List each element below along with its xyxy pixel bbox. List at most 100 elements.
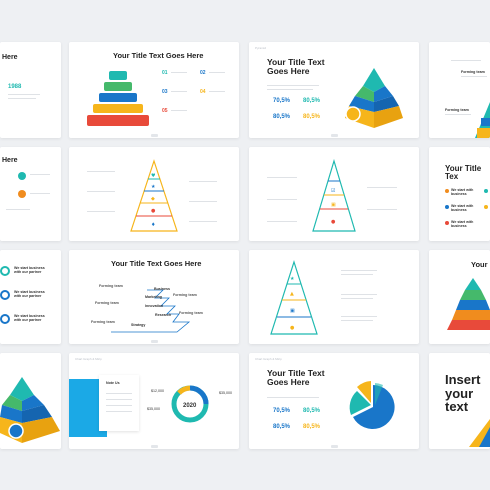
list-item: We start business with our partner [14, 314, 45, 322]
forming-label: Forming team [91, 320, 115, 324]
stat-value: 80,5% [273, 114, 291, 120]
step-number: 04 [200, 89, 206, 95]
level-label: Business [154, 287, 170, 291]
donut-center-label: 2020 [183, 403, 197, 409]
text-line [341, 270, 377, 272]
stat-value: 80,5% [303, 114, 321, 120]
text-line [341, 294, 377, 296]
text-line [189, 201, 217, 203]
text-line [6, 209, 30, 211]
stat-value: 80,5% [273, 424, 291, 430]
text-line [451, 60, 481, 62]
text-line [267, 397, 319, 399]
list-item: We start with business [451, 204, 474, 212]
slide-thumbnail[interactable]: We start business with our partner We st… [0, 250, 61, 344]
svg-text:◆: ◆ [151, 196, 155, 202]
page-indicator [151, 134, 158, 137]
text-line [106, 399, 132, 401]
teal-dot-icon [18, 172, 26, 180]
slide-title: Your Title Text Goes Here [267, 57, 325, 76]
slide-title: Your Title Tex [445, 164, 482, 182]
slide-thumbnail[interactable]: ★ ▲ ▣ ● [249, 250, 419, 344]
orange-dot-icon [445, 189, 449, 193]
text-line [267, 221, 297, 223]
list-item: We start business with our partner [14, 266, 45, 274]
svg-text:▣: ▣ [290, 308, 295, 314]
slide-title: Your Title Text Goes Here [267, 368, 325, 387]
triangle-graphic [475, 102, 490, 138]
level-label: Strategy [131, 323, 146, 327]
slide-thumbnail[interactable]: Insert your text [429, 353, 490, 449]
text-line [106, 411, 132, 413]
forming-label: Forming team [173, 293, 197, 297]
svg-text:●: ● [290, 325, 295, 331]
text-line [87, 191, 115, 193]
forming-label: Forming team [95, 301, 119, 305]
step-number: 05 [162, 108, 168, 114]
stat-value: 80,5% [303, 98, 321, 104]
text-line [209, 91, 225, 93]
staircase-diagram [111, 289, 191, 333]
slide-label: Chart Graph & Mtrip [75, 357, 102, 361]
slide-thumbnail[interactable]: Here 1988 [0, 42, 61, 138]
svg-text:♥: ♥ [151, 173, 156, 179]
slide-thumbnail[interactable]: Your Title Text Goes Here Business Marke… [69, 250, 239, 344]
stat-value: 80,5% [303, 408, 321, 414]
slide-thumbnail[interactable]: ☑ ▣ ● [249, 147, 419, 241]
text-line [267, 177, 297, 179]
pie-chart [349, 381, 395, 429]
chart-value: $35,000 [147, 407, 160, 411]
slide-label: Chart Graph & Mtrip [255, 357, 282, 361]
text-line [267, 199, 297, 201]
ring-icon [0, 314, 10, 324]
donut-chart [171, 385, 209, 423]
slide-thumbnail[interactable]: Your Title Tex We start with business We… [429, 147, 490, 241]
slide-label: Pyramid [255, 46, 267, 50]
ring-icon [0, 266, 10, 276]
blue-dot-icon [445, 205, 449, 209]
red-dot-icon [445, 221, 449, 225]
text-line [367, 209, 397, 211]
slide-thumbnail[interactable]: Your [429, 250, 490, 344]
slide-title: Here [2, 54, 18, 61]
outline-pyramid: ♥ ★ ◆ ● ♦ [130, 159, 178, 232]
step-number: 03 [162, 89, 168, 95]
slide-thumbnail[interactable]: Your Title Text Goes Here 01 02 03 04 05 [69, 42, 239, 138]
text-line [445, 114, 471, 116]
forming-label: Forming team [179, 311, 203, 315]
text-line [461, 76, 487, 78]
svg-text:●: ● [331, 219, 336, 225]
text-line [171, 110, 187, 112]
text-line [171, 72, 187, 74]
slide-title: Your Title Text Goes Here [113, 51, 204, 60]
slide-thumbnail[interactable]: Pyramid Your Title Text Goes Here 70,5% … [249, 42, 419, 138]
text-line [341, 320, 373, 322]
slide-thumbnail[interactable] [0, 353, 61, 449]
text-line [189, 221, 217, 223]
chart-value: $35,000 [219, 391, 232, 395]
text-line [106, 405, 132, 407]
list-item: We start with business [451, 188, 474, 196]
slide-thumbnail[interactable]: Here [0, 147, 61, 241]
text-line [30, 193, 50, 195]
text-line [367, 187, 397, 189]
text-line [87, 211, 115, 213]
slide-thumbnail[interactable]: Chart Graph & Mtrip Your Title Text Goes… [249, 353, 419, 449]
card-heading: Note Us [106, 381, 120, 385]
level-label: Innovation [145, 304, 164, 308]
slide-thumbnail[interactable]: Chart Graph & Mtrip Note Us 2020 $12,000… [69, 353, 239, 449]
text-line [189, 181, 217, 183]
text-line [267, 85, 319, 87]
teal-dot-icon [484, 189, 488, 193]
slide-title: Your [471, 260, 488, 269]
text-line [209, 72, 225, 74]
yellow-dot-icon [484, 205, 488, 209]
slide-thumbnail[interactable]: Forming team Forming team [429, 42, 490, 138]
text-line [341, 298, 373, 300]
slide-thumbnail[interactable]: ♥ ★ ◆ ● ♦ [69, 147, 239, 241]
level-label: Marketing [145, 295, 162, 299]
text-line [8, 94, 40, 96]
stat-value: 80,5% [303, 424, 321, 430]
svg-text:★: ★ [151, 184, 156, 190]
